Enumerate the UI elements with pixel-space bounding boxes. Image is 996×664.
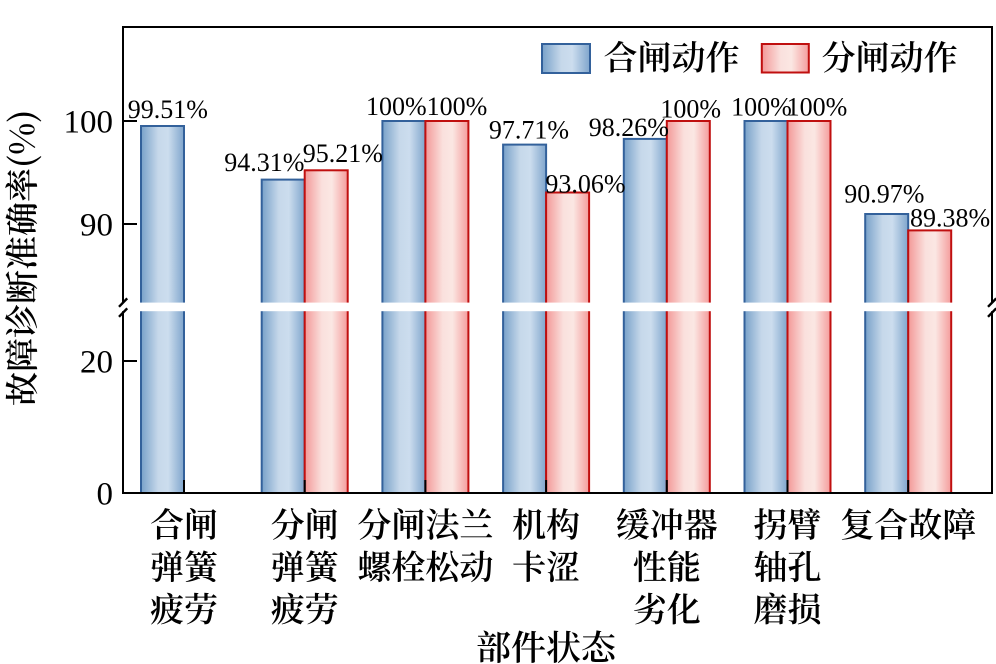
svg-text:99.51%: 99.51% xyxy=(128,95,208,124)
svg-text:98.26%: 98.26% xyxy=(589,113,669,142)
svg-text:20: 20 xyxy=(80,345,113,381)
svg-text:100: 100 xyxy=(64,105,114,141)
svg-text:100%: 100% xyxy=(427,92,488,121)
svg-text:90.97%: 90.97% xyxy=(844,180,924,209)
svg-text:97.71%: 97.71% xyxy=(489,116,569,145)
svg-text:100%: 100% xyxy=(731,93,792,122)
svg-text:95.21%: 95.21% xyxy=(303,139,383,168)
svg-text:89.38%: 89.38% xyxy=(910,204,990,233)
svg-text:100%: 100% xyxy=(366,92,427,121)
svg-text:100%: 100% xyxy=(660,95,721,124)
svg-text:94.31%: 94.31% xyxy=(224,148,304,177)
svg-text:100%: 100% xyxy=(787,93,848,122)
svg-text:93.06%: 93.06% xyxy=(545,169,625,198)
svg-text:0: 0 xyxy=(97,477,114,513)
svg-text:90: 90 xyxy=(80,208,113,244)
